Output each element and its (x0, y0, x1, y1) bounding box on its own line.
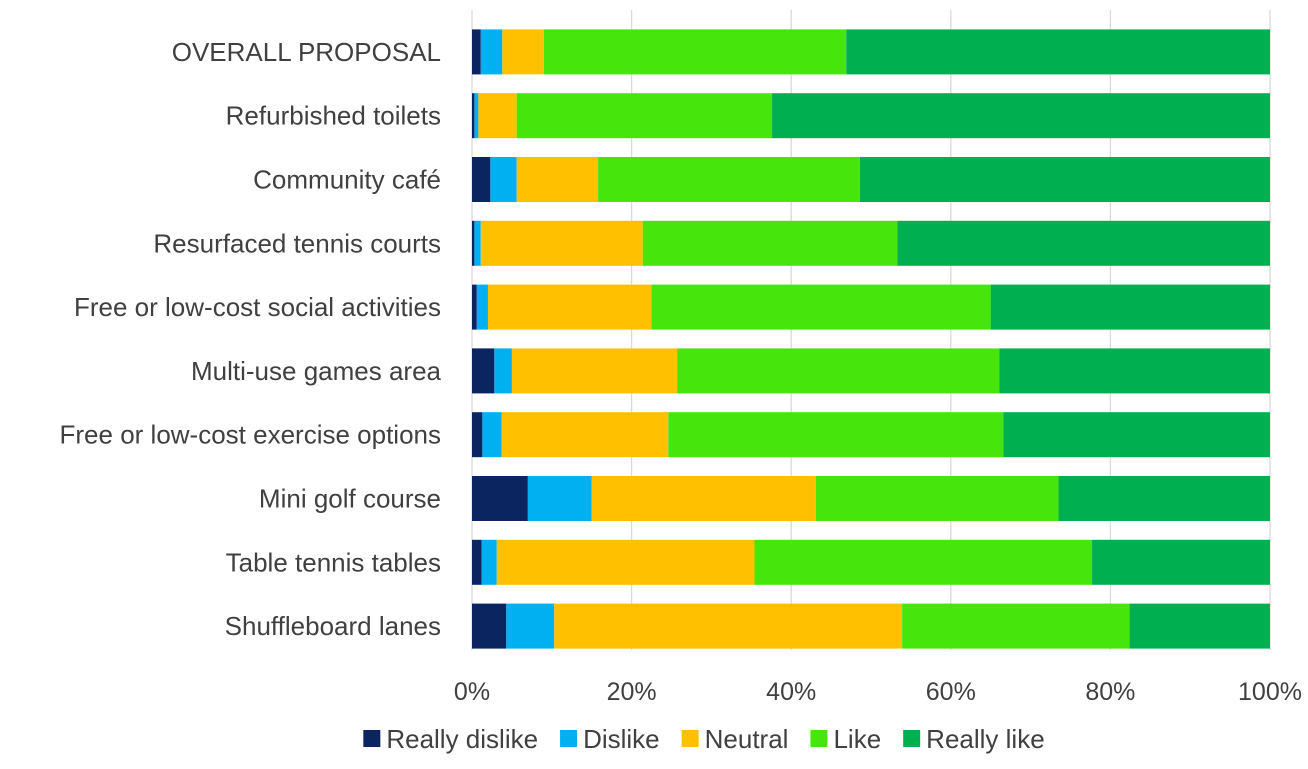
category-label: Free or low-cost social activities (74, 292, 441, 322)
legend-label: Like (833, 724, 881, 754)
legend-label: Dislike (583, 724, 660, 754)
bar-segment (846, 29, 1270, 75)
bar-segment (1058, 476, 1270, 521)
category-label: Table tennis tables (226, 547, 441, 577)
bar-segment (476, 284, 488, 330)
category-label: Resurfaced tennis courts (153, 228, 441, 258)
legend-label: Really dislike (386, 724, 538, 754)
bar-segment (897, 220, 1270, 266)
bar-segment (1003, 412, 1270, 458)
bar-segment (502, 29, 544, 75)
legend-label: Neutral (705, 724, 789, 754)
bar-segment (472, 603, 507, 649)
x-tick-label: 100% (1238, 678, 1302, 706)
bar-segment (1092, 539, 1270, 585)
bar-segment (677, 348, 1000, 394)
bar-segment (496, 539, 755, 585)
legend-swatch (810, 730, 828, 747)
bar-segment (516, 157, 599, 202)
bar-segment (472, 412, 483, 458)
bar-segment (506, 603, 555, 649)
bar-segment (668, 412, 1004, 458)
bar-segment (487, 284, 652, 330)
bar-segment (474, 93, 479, 139)
bar-segment (642, 220, 898, 266)
bar-segment (472, 348, 495, 394)
bar-segment (902, 603, 1130, 649)
bars (472, 29, 1270, 649)
legend-item: Like (810, 724, 881, 754)
bar-segment (990, 284, 1270, 330)
bar-segment (478, 93, 517, 139)
bar-segment (554, 603, 903, 649)
bar-segment (472, 157, 491, 202)
category-label: Refurbished toilets (226, 101, 441, 131)
legend-label: Really like (926, 724, 1045, 754)
bar-segment (472, 220, 475, 266)
legend-swatch (363, 730, 381, 747)
legend-swatch (903, 730, 921, 747)
category-label: Community café (253, 165, 441, 195)
category-label: Free or low-cost exercise options (60, 420, 441, 450)
bar-segment (482, 412, 502, 458)
bar-segment (490, 157, 517, 202)
bar-segment (480, 29, 503, 75)
legend-swatch (560, 730, 578, 747)
bar-segment (481, 539, 497, 585)
x-tick-label: 0% (454, 678, 490, 706)
legend-item: Dislike (560, 724, 660, 754)
bar-segment (754, 539, 1093, 585)
category-label: OVERALL PROPOSAL (172, 37, 441, 67)
bar-segment (472, 93, 475, 139)
bar-segment (472, 29, 481, 75)
bar-segment (472, 284, 477, 330)
legend-item: Really dislike (363, 724, 538, 754)
bar-segment (591, 476, 816, 521)
bar-segment (511, 348, 678, 394)
bar-segment (472, 539, 482, 585)
legend-item: Really like (903, 724, 1045, 754)
bar-segment (516, 93, 773, 139)
bar-segment (859, 157, 1270, 202)
bar-segment (598, 157, 860, 202)
legend: Really dislike Dislike Neutral Like Really l… (363, 724, 1045, 754)
category-label: Mini golf course (259, 484, 441, 514)
bar-segment (651, 284, 991, 330)
bar-segment (772, 93, 1270, 139)
bar-segment (815, 476, 1059, 521)
bar-segment (474, 220, 481, 266)
bar-segment (1129, 603, 1270, 649)
bar-segment (543, 29, 847, 75)
bar-segment (494, 348, 512, 394)
legend-swatch (681, 730, 699, 747)
x-tick-label: 40% (766, 678, 816, 706)
bar-segment (999, 348, 1270, 394)
x-tick-label: 80% (1085, 678, 1135, 706)
x-tick-label: 60% (926, 678, 976, 706)
category-label: Multi-use games area (191, 356, 442, 386)
category-label: Shuffleboard lanes (225, 611, 441, 641)
x-tick-label: 20% (607, 678, 657, 706)
bar-segment (501, 412, 669, 458)
bar-segment (480, 220, 643, 266)
category-labels: OVERALL PROPOSAL Refurbished toilets Commu… (60, 37, 442, 641)
bar-segment (527, 476, 592, 521)
bar-segment (472, 476, 528, 521)
x-axis-tick-labels: 0% 20% 40% 60% 80% 100% (454, 678, 1302, 706)
legend-item: Neutral (681, 724, 789, 754)
